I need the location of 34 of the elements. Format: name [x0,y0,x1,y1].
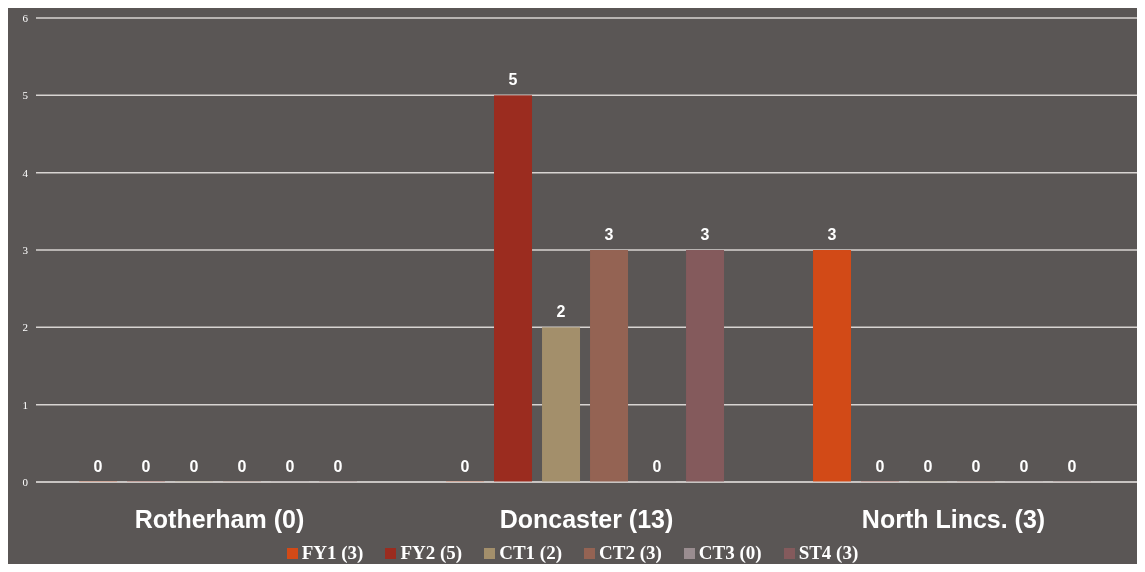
y-tick-label: 3 [22,243,29,256]
legend-label: FY2 (5) [400,542,463,564]
y-tick-label: 4 [22,166,29,179]
x-tick-label: North Lincs. (3) [861,504,1046,533]
legend-label: CT2 (3) [599,542,662,564]
y-tick-label: 1 [22,398,28,411]
data-label: 3 [700,226,710,243]
data-label: 3 [604,226,614,243]
y-tick-label: 5 [22,89,29,102]
y-tick-label: 2 [22,321,28,334]
legend-label: CT1 (2) [499,542,562,564]
data-label: 0 [237,458,247,475]
x-tick-label: Doncaster (13) [499,504,674,533]
x-tick-label: Rotherham (0) [134,504,305,533]
data-label: 0 [971,458,981,475]
data-label: 0 [141,458,151,475]
y-tick-label: 0 [22,475,29,488]
y-tick-label: 6 [22,11,29,24]
data-label: 0 [923,458,933,475]
data-label: 0 [460,458,470,475]
data-label: 0 [93,458,103,475]
legend-label: FY1 (3) [301,542,364,564]
data-label: 0 [652,458,662,475]
data-label: 0 [285,458,295,475]
data-label: 2 [556,303,566,321]
data-label: 0 [875,458,885,475]
legend-label: CT3 (0) [698,542,762,564]
data-label: 0 [1067,458,1077,475]
data-label: 5 [508,71,518,89]
data-label: 0 [189,458,199,475]
data-label: 3 [827,226,837,243]
data-label: 0 [1019,458,1029,475]
data-label: 0 [333,458,343,475]
legend-label: ST4 (3) [798,542,859,564]
